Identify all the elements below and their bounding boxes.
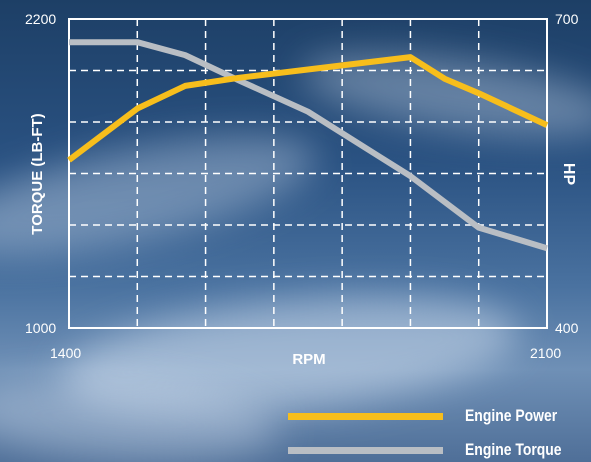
engine-power-line [67,54,549,163]
legend-item-torque: Engine Torque [288,440,577,460]
engine-power-swatch [288,412,443,420]
y-tick-label-bottom: 1000 [25,320,56,336]
y-tick-label-top: 2200 [25,11,56,27]
x-tick-label-left: 1400 [50,345,81,361]
engine-torque-label: Engine Torque [465,440,562,459]
plot-frame [68,18,548,329]
engine-torque-swatch [288,446,443,454]
y-axis-label: TORQUE (LB-FT) [29,113,46,234]
legend-item-power: Engine Power [288,406,577,426]
grid [69,19,547,328]
y2-tick-label-top: 700 [555,11,579,27]
engine-power-label: Engine Power [465,406,558,425]
series-layer [67,39,549,252]
y2-tick-label-bottom: 400 [555,320,579,336]
x-tick-label-right: 2100 [530,345,561,361]
engine-torque-line [69,39,548,252]
x-axis-label: RPM [292,351,325,368]
y2-axis-label: HP [560,163,577,186]
